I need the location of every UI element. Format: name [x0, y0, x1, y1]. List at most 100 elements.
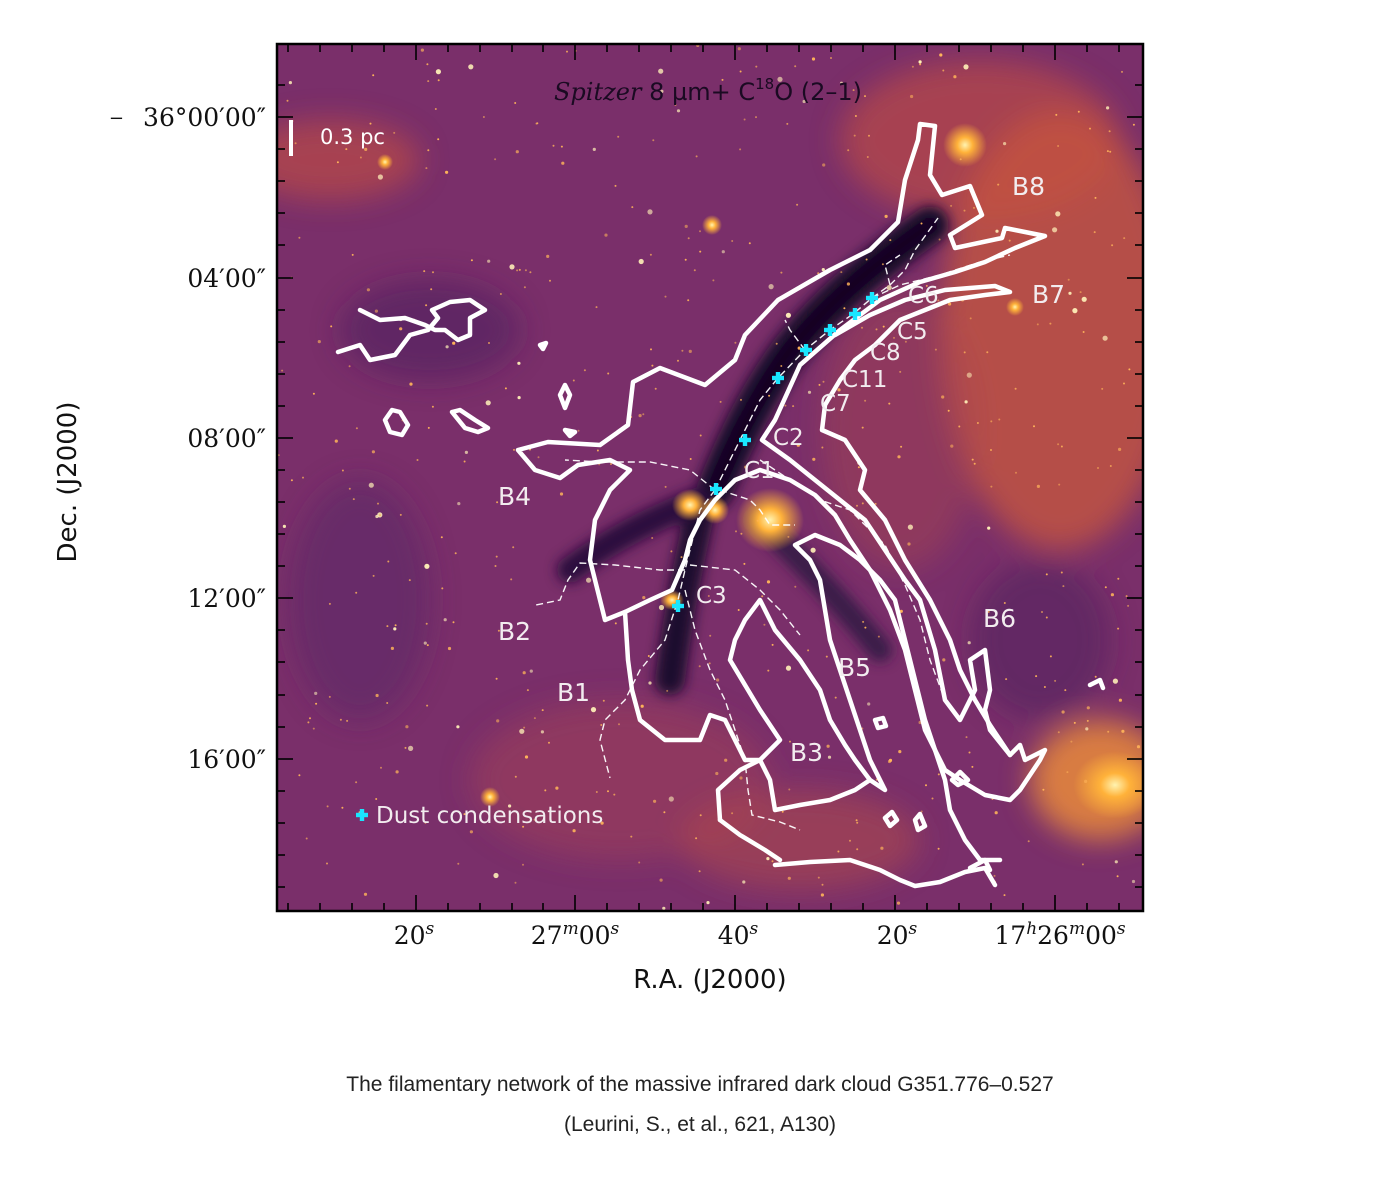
star [452, 341, 456, 345]
star [693, 269, 696, 272]
star [647, 655, 650, 657]
star [298, 236, 301, 239]
star [424, 821, 427, 824]
star [493, 872, 499, 879]
star [662, 906, 666, 910]
star [607, 790, 609, 793]
star [650, 348, 652, 351]
star [1077, 110, 1080, 113]
y-tick-1: 04′00″ [187, 264, 266, 293]
label-b6: B6 [983, 604, 1016, 633]
star [994, 811, 998, 815]
legend: Dust condensations [356, 803, 603, 829]
star [884, 214, 888, 218]
star [386, 702, 389, 704]
bright-sources [377, 123, 1143, 819]
label-b3: B3 [790, 738, 823, 767]
star [651, 537, 654, 539]
star [1062, 585, 1065, 588]
star [920, 222, 923, 225]
star [326, 862, 328, 865]
star [1093, 231, 1096, 234]
marker-c6 [866, 292, 878, 304]
star [907, 524, 914, 530]
star [372, 74, 375, 77]
star [931, 797, 934, 800]
star [817, 876, 820, 879]
star [708, 662, 711, 665]
star [990, 485, 993, 488]
star [496, 719, 500, 723]
star [312, 727, 315, 730]
star [317, 340, 321, 344]
star [519, 728, 525, 734]
contour-west-2 [382, 407, 411, 438]
star [495, 555, 498, 558]
star [674, 103, 677, 106]
contour-b3-lower [715, 757, 873, 823]
star [537, 456, 540, 459]
star [830, 57, 832, 59]
star [426, 644, 429, 647]
star [920, 810, 923, 813]
star [807, 649, 810, 652]
star [1073, 721, 1076, 724]
star [684, 224, 688, 228]
x-axis-label: R.A. (J2000) [633, 965, 786, 995]
star [865, 258, 868, 261]
star [958, 425, 961, 428]
star [374, 309, 378, 313]
star [380, 766, 382, 769]
star [881, 263, 884, 266]
star [740, 532, 743, 535]
star [882, 325, 885, 328]
star [390, 646, 394, 651]
contour-small-7 [1087, 677, 1106, 691]
y-axis-label: Dec. (J2000) [53, 402, 83, 563]
star [1086, 706, 1090, 710]
star [837, 850, 840, 853]
star [1068, 291, 1072, 295]
y-tick-labels: − 36°00′00″ 04′00″ 08′00″ 12′00″ 16′00″ [109, 103, 266, 774]
star [314, 691, 318, 696]
star [1033, 425, 1035, 428]
star [744, 465, 748, 469]
star [653, 799, 657, 803]
filament-skeletons [535, 217, 1011, 831]
star [399, 513, 402, 516]
star [468, 64, 474, 70]
star [1054, 679, 1057, 682]
star [1005, 678, 1008, 681]
star [735, 530, 737, 533]
star [771, 860, 774, 863]
star [369, 122, 372, 125]
star [1041, 186, 1044, 189]
star [1107, 730, 1110, 733]
star [447, 646, 452, 651]
star [796, 203, 799, 206]
star [541, 709, 544, 712]
star [336, 161, 339, 164]
star [435, 69, 441, 75]
star [654, 387, 657, 390]
y-tick-2: 08′00″ [187, 424, 266, 453]
caption-line-1: The filamentary network of the massive i… [346, 1073, 1054, 1096]
star [638, 414, 642, 418]
scale-bar-label: 0.3 pc [320, 125, 385, 149]
star [761, 595, 764, 598]
star [699, 434, 702, 437]
star [1109, 465, 1112, 467]
star [664, 485, 667, 488]
star [660, 89, 664, 93]
star [965, 736, 968, 739]
star [893, 336, 895, 339]
star [1041, 611, 1043, 613]
star [517, 361, 521, 365]
star [676, 109, 681, 113]
star [630, 835, 633, 838]
star [855, 819, 858, 822]
star [687, 237, 690, 240]
star [742, 880, 746, 884]
star [386, 625, 389, 628]
star [298, 774, 301, 777]
